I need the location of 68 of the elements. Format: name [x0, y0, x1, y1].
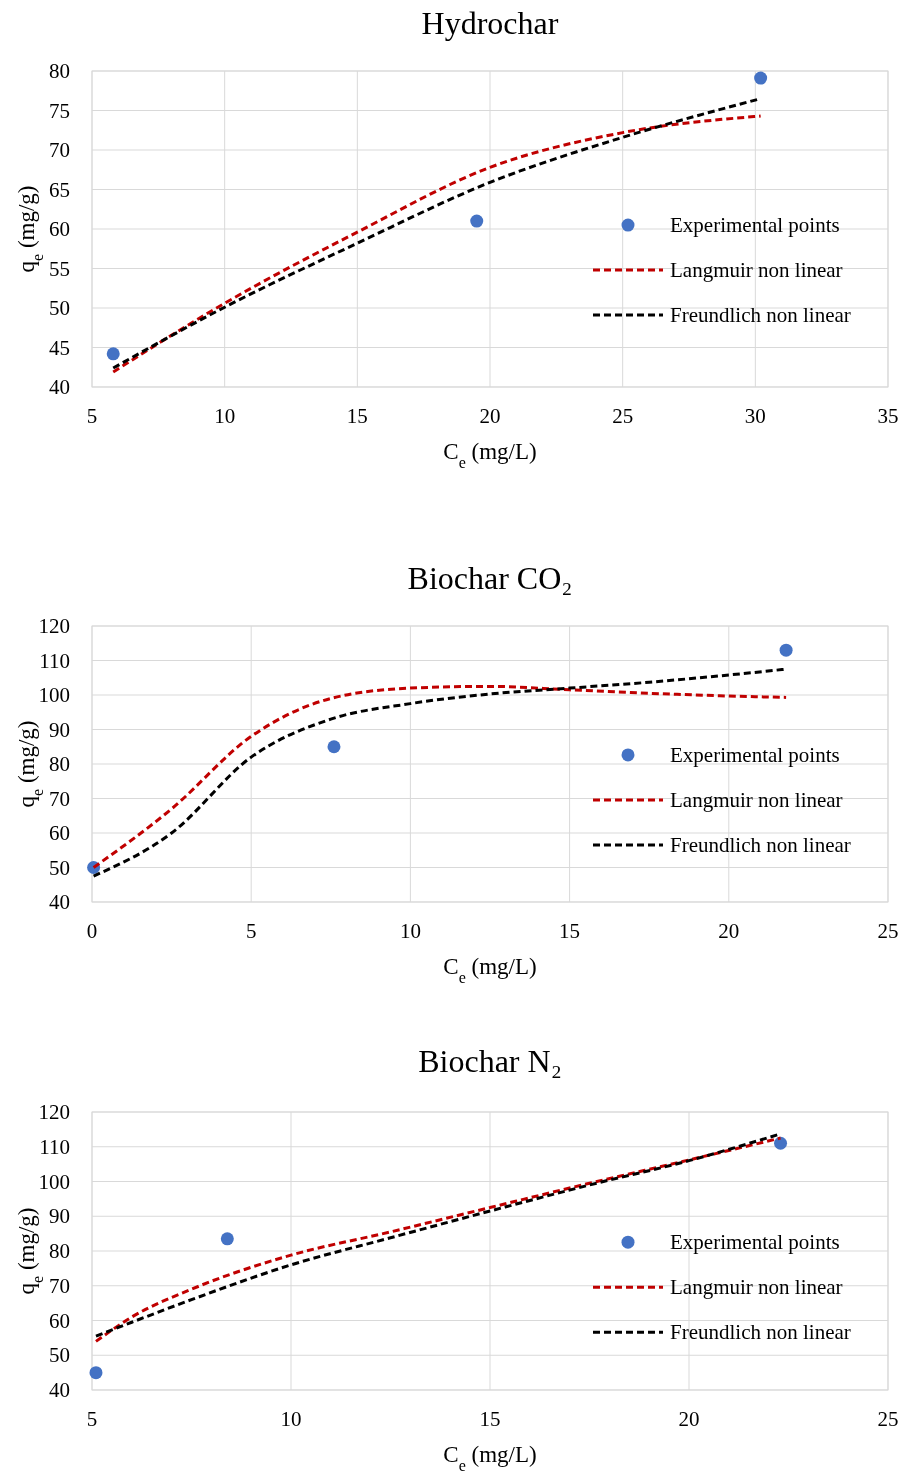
chart-title: Hydrochar [421, 5, 559, 41]
x-axis-title: C$_{e}$ (mg/L) [443, 439, 537, 471]
y-tick-label: 110 [39, 648, 70, 673]
y-tick-label: 100 [38, 683, 70, 707]
point [327, 740, 341, 754]
point [754, 71, 768, 85]
y-tick-label: 70 [49, 138, 70, 162]
x-tick-label: 25 [877, 919, 899, 943]
y-tick-label: 40 [49, 375, 70, 399]
point [106, 347, 120, 361]
y-tick-label: 110 [39, 1134, 70, 1159]
point [779, 643, 793, 657]
y-tick-label: 80 [49, 1239, 70, 1263]
y-tick-label: 60 [49, 821, 70, 845]
legend-label: Experimental points [670, 742, 840, 767]
legend-label: Langmuir non linear [670, 258, 843, 283]
legend-label: Freundlich non linear [670, 303, 851, 328]
x-axis-title: C$_{e}$ (mg/L) [443, 1442, 537, 1474]
x-tick-label: 20 [718, 919, 740, 943]
x-tick-label: 5 [86, 404, 98, 428]
y-tick-label: 100 [38, 1169, 70, 1194]
y-tick-label: 50 [49, 1343, 70, 1368]
chart-title: Biochar CO₂ [407, 560, 573, 596]
y-tick-label: 60 [49, 1308, 70, 1333]
y-tick-label: 120 [38, 1100, 70, 1124]
x-tick-label: 5 [245, 919, 257, 943]
x-tick-label: 15 [346, 404, 368, 428]
y-tick-label: 70 [49, 786, 70, 811]
y-tick-label: 90 [49, 717, 70, 742]
y-tick-label: 40 [49, 890, 70, 914]
x-tick-label: 10 [399, 919, 421, 943]
y-tick-label: 80 [49, 752, 70, 776]
x-tick-label: 10 [280, 1407, 302, 1431]
y-tick-label: 60 [49, 217, 70, 241]
x-tick-label: 20 [479, 404, 501, 428]
legend-label: Experimental points [670, 1230, 840, 1255]
legend-label: Experimental points [670, 213, 840, 238]
y-tick-label: 50 [49, 855, 70, 880]
y-tick-label: 50 [49, 296, 70, 320]
x-tick-label: 15 [559, 919, 581, 943]
y-tick-label: 65 [49, 177, 70, 202]
legend-label: Langmuir non linear [670, 787, 843, 812]
chart-title: Biochar N₂ [418, 1043, 562, 1079]
y-tick-label: 90 [49, 1204, 70, 1229]
point [89, 1366, 103, 1380]
y-tick-label: 75 [49, 98, 70, 123]
x-axis-title: C$_{e}$ (mg/L) [443, 954, 537, 986]
x-tick-label: 30 [744, 404, 766, 428]
x-tick-label: 10 [214, 404, 236, 428]
legend-label: Freundlich non linear [670, 832, 851, 857]
y-tick-label: 80 [49, 59, 70, 83]
y-tick-label: 40 [49, 1378, 70, 1402]
point [220, 1232, 234, 1246]
x-tick-label: 20 [678, 1407, 700, 1431]
y-tick-label: 120 [38, 614, 70, 638]
x-tick-label: 15 [479, 1407, 501, 1431]
legend-label: Freundlich non linear [670, 1320, 851, 1345]
x-tick-label: 0 [86, 919, 98, 943]
legend-label: Langmuir non linear [670, 1275, 843, 1300]
y-tick-label: 45 [49, 335, 70, 360]
x-tick-label: 5 [86, 1407, 98, 1431]
x-tick-label: 25 [612, 404, 634, 428]
y-tick-label: 55 [49, 256, 70, 281]
y-tick-label: 70 [49, 1273, 70, 1298]
point [774, 1136, 788, 1150]
x-tick-label: 25 [877, 1407, 899, 1431]
point [470, 214, 484, 228]
x-tick-label: 35 [877, 404, 899, 428]
